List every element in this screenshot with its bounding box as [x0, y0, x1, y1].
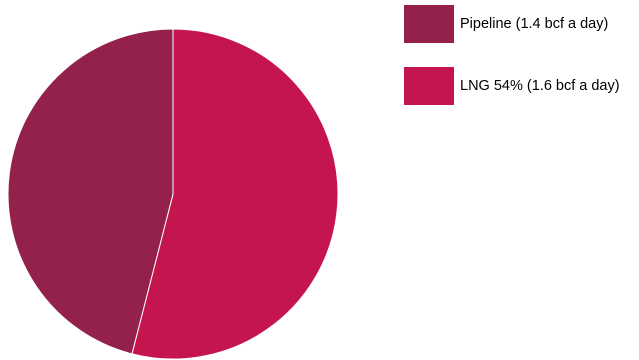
legend-swatch-lng [404, 67, 454, 105]
legend-item-pipeline: Pipeline (1.4 bcf a day) [404, 5, 620, 43]
pie-slice-lng [131, 28, 339, 360]
legend-item-lng: LNG 54% (1.6 bcf a day) [404, 67, 620, 105]
legend-label-pipeline: Pipeline (1.4 bcf a day) [460, 16, 609, 32]
legend-label-lng: LNG 54% (1.6 bcf a day) [460, 78, 620, 94]
pie-slice-pipeline [7, 28, 174, 355]
legend-swatch-pipeline [404, 5, 454, 43]
pie-slices [7, 28, 339, 360]
legend: Pipeline (1.4 bcf a day) LNG 54% (1.6 bc… [404, 5, 620, 129]
